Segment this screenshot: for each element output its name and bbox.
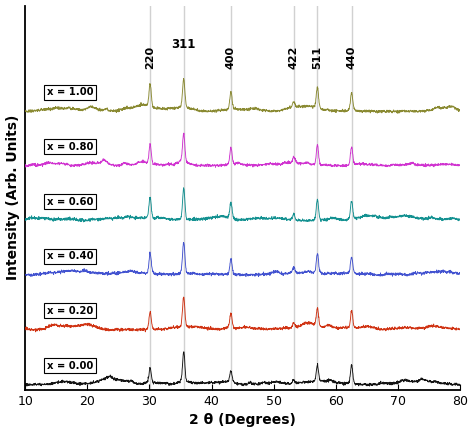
X-axis label: 2 θ (Degrees): 2 θ (Degrees) <box>189 414 296 427</box>
Text: 511: 511 <box>312 46 322 69</box>
Text: 400: 400 <box>226 46 236 69</box>
Text: x = 0.40: x = 0.40 <box>47 251 93 261</box>
Text: 440: 440 <box>346 46 356 69</box>
Text: 311: 311 <box>172 38 196 51</box>
Text: 422: 422 <box>289 46 299 69</box>
Text: x = 0.20: x = 0.20 <box>47 306 93 316</box>
Y-axis label: Intensity (Arb. Units): Intensity (Arb. Units) <box>6 115 19 281</box>
Text: x = 0.00: x = 0.00 <box>47 361 93 371</box>
Text: x = 1.00: x = 1.00 <box>47 87 93 97</box>
Text: x = 0.80: x = 0.80 <box>47 142 93 152</box>
Text: x = 0.60: x = 0.60 <box>47 197 93 207</box>
Text: 220: 220 <box>145 46 155 69</box>
